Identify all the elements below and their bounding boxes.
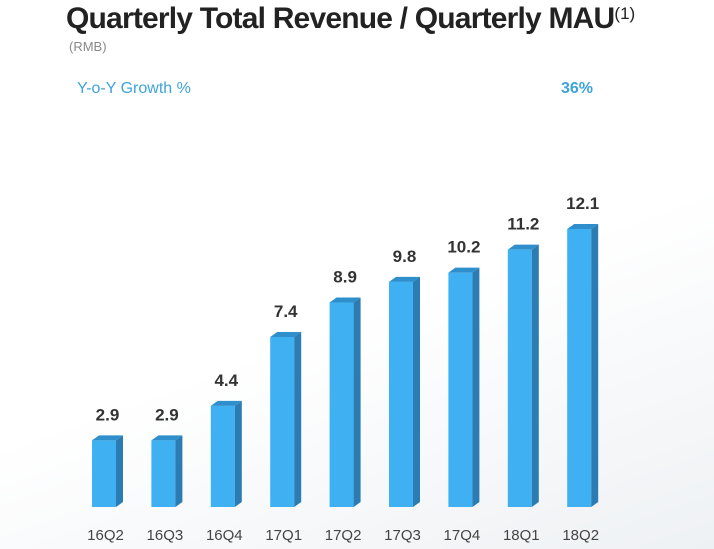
bar-side (353, 297, 361, 507)
bar-front (210, 405, 235, 507)
bar-top (329, 297, 361, 303)
bar-side (413, 276, 420, 507)
data-label: 10.2 (447, 238, 480, 257)
bar-front (92, 440, 116, 507)
bar-18Q1 (507, 244, 539, 508)
bar-side (472, 267, 480, 507)
yoy-growth-value: 36% (561, 80, 594, 97)
bar-side (116, 435, 123, 507)
bar-17Q3 (389, 276, 420, 507)
x-tick-label: 18Q2 (562, 527, 599, 544)
data-label: 2.9 (155, 405, 179, 424)
bar-side (234, 400, 242, 507)
bar-17Q1 (270, 331, 302, 507)
chart-title-text: Quarterly Total Revenue / Quarterly MAU (66, 2, 615, 35)
bar-front (448, 272, 473, 507)
bar-front (507, 249, 532, 508)
bar-top (92, 435, 123, 441)
x-tick-label: 18Q1 (503, 527, 540, 544)
bar-front (270, 336, 295, 507)
bar-16Q4 (210, 400, 242, 507)
footnote-marker: (1) (614, 4, 636, 23)
bar-front (329, 302, 354, 507)
bar-side (175, 435, 183, 507)
bar-top (151, 435, 183, 441)
x-tick-label: 16Q2 (87, 527, 124, 544)
bar-front (151, 440, 176, 507)
bar-top (270, 331, 302, 337)
data-label: 8.9 (333, 268, 357, 287)
bar-side (531, 244, 539, 508)
bar-side (294, 331, 302, 507)
x-tick-label: 17Q3 (384, 527, 421, 544)
bar-top (210, 400, 242, 406)
bar-top (448, 267, 480, 273)
chart-title: Quarterly Total Revenue / Quarterly MAU(… (66, 2, 635, 36)
bar-top (389, 276, 420, 282)
data-label: 9.8 (393, 247, 417, 266)
yoy-growth-label: Y-o-Y Growth % (77, 80, 191, 97)
x-tick-label: 16Q3 (147, 527, 184, 544)
data-label: 2.9 (96, 405, 120, 424)
data-label: 7.4 (274, 302, 298, 321)
bar-17Q2 (329, 297, 361, 507)
bar-front (567, 229, 592, 507)
bar-side (591, 224, 599, 507)
bar-16Q3 (151, 435, 183, 507)
bar-top (507, 244, 539, 250)
data-label: 4.4 (214, 371, 238, 390)
bar-18Q2 (567, 224, 599, 507)
bar-17Q4 (448, 267, 480, 507)
x-tick-label: 17Q4 (444, 527, 481, 544)
x-tick-label: 17Q2 (325, 527, 362, 544)
x-tick-label: 17Q1 (265, 527, 302, 544)
data-label: 12.1 (566, 194, 599, 213)
bar-top (567, 224, 599, 229)
x-tick-label: 16Q4 (206, 527, 243, 544)
bar-16Q2 (92, 435, 123, 507)
data-label: 11.2 (507, 215, 539, 234)
unit-label: (RMB) (69, 39, 107, 54)
bar-front (389, 281, 413, 507)
